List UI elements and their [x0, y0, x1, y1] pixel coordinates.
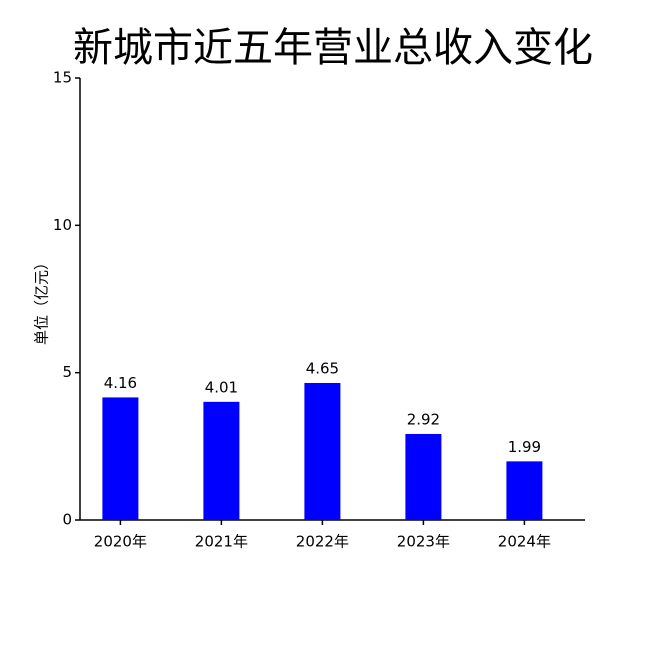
value-label: 4.16 [104, 374, 137, 392]
value-label: 2.92 [407, 410, 440, 428]
y-axis-label: 单位（亿元） [33, 255, 51, 345]
y-tick-label: 15 [53, 69, 72, 87]
x-tick-label: 2023年 [397, 533, 450, 551]
bar [506, 461, 543, 520]
bar [102, 397, 139, 520]
bar [304, 382, 341, 520]
x-tick-label: 2024年 [498, 533, 551, 551]
x-tick-label: 2022年 [296, 533, 349, 551]
x-tick-label: 2020年 [94, 533, 147, 551]
bar [405, 433, 442, 520]
bar [203, 401, 240, 520]
value-label: 4.01 [205, 378, 238, 396]
y-tick-label: 0 [62, 511, 72, 529]
x-tick-label: 2021年 [195, 533, 248, 551]
value-label: 4.65 [306, 359, 339, 377]
chart-title: 新城市近五年营业总收入变化 [73, 25, 593, 71]
y-tick-label: 5 [62, 363, 72, 381]
y-tick-label: 10 [53, 216, 72, 234]
value-label: 1.99 [508, 438, 541, 456]
